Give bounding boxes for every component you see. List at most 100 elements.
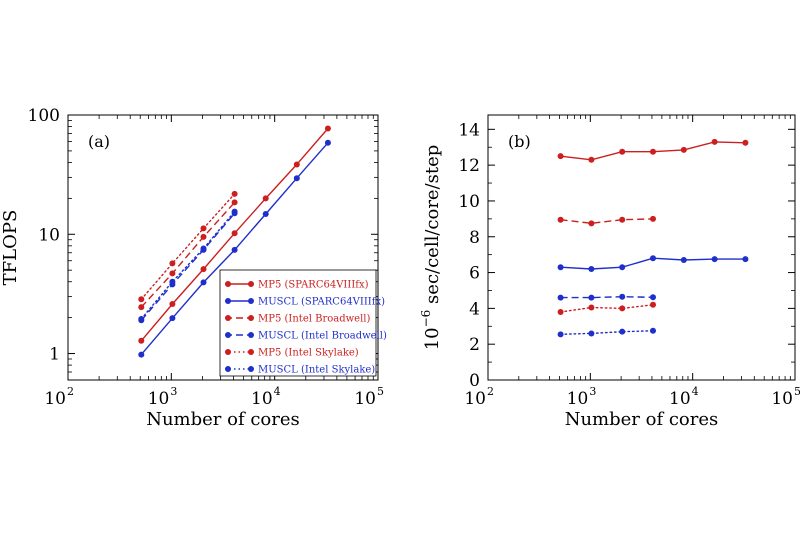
data-point <box>138 315 145 322</box>
data-point <box>588 265 595 272</box>
legend-entry-label: MP5 (Intel Broadwell) <box>258 314 371 325</box>
data-point <box>138 304 145 311</box>
x-tick-label-exponent: 5 <box>377 385 384 398</box>
data-point <box>588 156 595 163</box>
data-point <box>619 328 626 335</box>
x-tick-label: 10 <box>567 389 589 409</box>
x-tick-label: 10 <box>771 389 793 409</box>
y-axis-label-base: 10 <box>422 327 443 350</box>
data-point <box>169 278 176 285</box>
legend-swatch-marker-end <box>248 281 254 287</box>
data-point <box>588 220 595 227</box>
legend-swatch-marker-end <box>248 366 254 372</box>
data-point <box>231 199 238 206</box>
data-point <box>649 215 656 222</box>
data-point <box>649 294 656 301</box>
y-tick-label: 0 <box>469 371 480 391</box>
data-point <box>557 216 564 223</box>
y-tick-label: 8 <box>469 228 480 248</box>
data-point <box>200 266 207 273</box>
data-point <box>557 294 564 301</box>
data-point <box>649 148 656 155</box>
x-tick-label-exponent: 3 <box>589 385 596 398</box>
data-point <box>231 208 238 215</box>
legend-swatch-marker-end <box>248 315 254 321</box>
legend-swatch-marker-start <box>225 332 231 338</box>
data-point <box>588 330 595 337</box>
legend-swatch-marker-start <box>225 366 231 372</box>
series-line <box>559 330 654 335</box>
data-point <box>557 153 564 160</box>
x-tick-label-exponent: 2 <box>67 385 74 398</box>
data-point <box>588 294 595 301</box>
y-tick-label: 10 <box>458 192 480 212</box>
series-line <box>560 295 654 299</box>
data-point <box>169 270 176 277</box>
y-tick-label: 2 <box>469 335 480 355</box>
x-tick-label: 10 <box>148 389 170 409</box>
x-axis-label: Number of cores <box>146 409 300 430</box>
legend-swatch-marker-end <box>248 298 254 304</box>
data-point <box>588 304 595 311</box>
data-point <box>557 308 564 315</box>
data-point <box>262 195 269 202</box>
data-point <box>557 331 564 338</box>
data-point <box>262 210 269 217</box>
data-point <box>680 257 687 264</box>
data-point <box>169 315 176 322</box>
x-tick-label: 10 <box>669 389 691 409</box>
data-point <box>742 256 749 263</box>
data-point <box>619 148 626 155</box>
y-tick-label: 4 <box>469 299 480 319</box>
legend-entry-label: MUSCL (Intel Broadwell) <box>258 331 387 342</box>
data-point <box>293 175 300 182</box>
data-point <box>200 279 207 286</box>
panel-label: (b) <box>508 132 531 151</box>
data-point <box>711 256 718 263</box>
y-axis-label-units: sec/cell/core/step <box>422 145 443 310</box>
y-tick-label: 12 <box>458 156 480 176</box>
y-tick-label: 100 <box>28 106 60 126</box>
legend-swatch-marker-start <box>225 315 231 321</box>
y-axis-label: TFLOPS <box>0 210 21 286</box>
plot-frame <box>67 114 379 381</box>
data-point <box>619 216 626 223</box>
legend-entry-label: MUSCL (Intel Skylake) <box>258 365 375 376</box>
y-tick-label: 6 <box>469 264 480 284</box>
data-point <box>138 351 145 358</box>
x-tick-label: 10 <box>44 389 66 409</box>
data-point <box>649 255 656 262</box>
data-point <box>231 230 238 237</box>
data-point <box>138 296 145 303</box>
y-axis-label-exponent: −6 <box>419 310 433 328</box>
legend-entry-label: MP5 (Intel Skylake) <box>258 348 359 359</box>
x-tick-label-exponent: 5 <box>794 385 800 398</box>
x-tick-label-exponent: 4 <box>692 385 699 398</box>
data-point <box>649 301 656 308</box>
x-tick-label: 10 <box>464 389 486 409</box>
legend-entry-label: MUSCL (SPARC64VIIIfx) <box>258 297 385 308</box>
series-line <box>559 304 654 313</box>
data-point <box>138 337 145 344</box>
data-point <box>680 146 687 153</box>
data-point <box>324 139 331 146</box>
data-point <box>200 225 207 232</box>
data-point <box>619 293 626 300</box>
x-tick-label-exponent: 4 <box>274 385 281 398</box>
data-point <box>293 161 300 168</box>
plot-frame <box>487 114 796 381</box>
series-line <box>140 193 236 300</box>
data-point <box>619 264 626 271</box>
series-line <box>560 218 654 225</box>
series-line <box>140 210 236 320</box>
legend-swatch-marker-end <box>248 349 254 355</box>
data-point <box>557 264 564 271</box>
data-point <box>169 260 176 267</box>
data-point <box>711 138 718 145</box>
x-axis-label: Number of cores <box>565 409 719 430</box>
legend-entry-label: MP5 (SPARC64VIIIfx) <box>258 280 369 291</box>
data-point <box>324 125 331 132</box>
legend-swatch-marker-start <box>225 349 231 355</box>
